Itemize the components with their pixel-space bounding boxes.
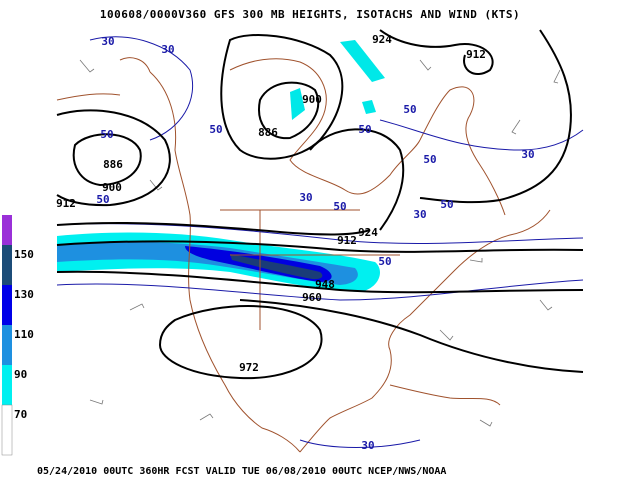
height-label: 924 [358,226,378,239]
isotach-label: 50 [333,200,346,213]
isotach-label: 50 [100,128,113,141]
isotach-label: 50 [96,193,109,206]
height-label: 912 [337,234,357,247]
height-label: 886 [103,158,123,171]
footer: 05/24/2010 00UTC 360HR FCST VALID TUE 06… [37,466,446,477]
height-label: 924 [372,33,392,46]
isotach-label: 30 [161,43,174,56]
height-label: 912 [56,197,76,210]
isotach-label: 50 [440,198,453,211]
height-label: 948 [315,278,335,291]
colorbar-label: 70 [14,408,27,421]
colorbar-label: 110 [14,328,34,341]
isotach-label: 50 [403,103,416,116]
title: 100608/0000V360 GFS 300 MB HEIGHTS, ISOT… [100,8,520,21]
height-label: 900 [102,181,122,194]
height-label: 886 [258,126,278,139]
map-panel [56,29,584,460]
colorbar-label: 130 [14,288,34,301]
colorbar [1,215,13,456]
isotach-label: 50 [209,123,222,136]
isotach-label: 30 [361,439,374,452]
isotach-label: 30 [521,148,534,161]
colorbar-label: 90 [14,368,27,381]
isotach-label: 30 [413,208,426,221]
isotach-label: 50 [423,153,436,166]
isotach-label: 30 [101,35,114,48]
height-label: 960 [302,291,322,304]
colorbar-label: 150 [14,248,34,261]
isotach-label: 30 [299,191,312,204]
height-label: 912 [466,48,486,61]
isotach-label: 50 [378,255,391,268]
height-label: 972 [239,361,259,374]
height-label: 900 [302,93,322,106]
isotach-label: 50 [358,123,371,136]
